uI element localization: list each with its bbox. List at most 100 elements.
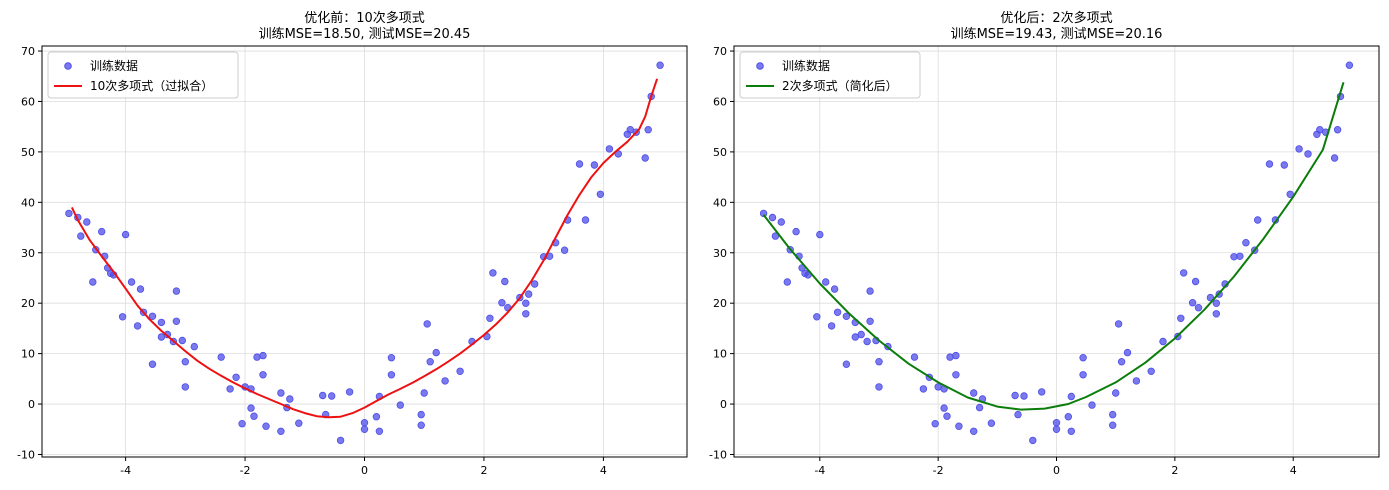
y-tick-label: 20	[21, 297, 35, 310]
data-point	[1108, 410, 1117, 419]
data-point	[1052, 419, 1061, 427]
y-tick-label: 30	[21, 247, 35, 260]
data-point	[1345, 61, 1354, 69]
x-tick-label: -4	[120, 464, 131, 477]
data-point	[863, 337, 871, 346]
x-tick-label: -4	[814, 464, 825, 477]
data-point	[157, 318, 166, 327]
data-point	[768, 213, 777, 222]
data-point	[1014, 410, 1022, 419]
x-tick-label: 2	[480, 464, 487, 477]
data-point	[259, 371, 267, 379]
y-tick-label: 30	[713, 247, 727, 260]
series-training-data	[65, 61, 664, 445]
series-fit-line	[70, 78, 659, 419]
data-point	[65, 209, 73, 218]
data-point	[866, 317, 874, 325]
y-tick-label: 70	[21, 45, 35, 58]
data-point	[1079, 371, 1087, 379]
data-point	[89, 278, 97, 286]
data-point	[118, 313, 127, 321]
data-point	[875, 358, 883, 366]
data-point	[181, 383, 189, 391]
x-tick-label: 0	[361, 464, 368, 477]
data-point	[1067, 427, 1075, 435]
data-point	[975, 403, 984, 412]
data-point	[875, 383, 883, 391]
chart-title: 优化前：10次多项式	[304, 10, 425, 26]
data-point	[172, 287, 181, 295]
data-point	[596, 190, 605, 198]
data-point	[1117, 358, 1126, 366]
data-point	[1191, 277, 1200, 286]
data-point	[522, 299, 530, 307]
data-point	[857, 330, 865, 339]
data-point	[486, 314, 494, 322]
data-point	[641, 154, 649, 162]
data-point	[501, 277, 509, 286]
data-point	[605, 145, 614, 153]
legend-label: 2次多项式（简化后）	[782, 79, 898, 93]
data-point	[360, 425, 369, 433]
data-point	[181, 358, 189, 366]
data-point	[1280, 161, 1288, 169]
data-point	[656, 61, 664, 69]
data-point	[970, 427, 978, 435]
y-tick-label: 20	[713, 297, 727, 310]
data-point	[387, 354, 396, 362]
y-tick-label: 40	[713, 196, 727, 209]
data-point	[919, 385, 928, 393]
legend-box	[47, 51, 239, 99]
data-point	[259, 351, 267, 360]
data-point	[1304, 150, 1312, 158]
data-point	[136, 285, 145, 293]
data-point	[759, 209, 768, 218]
x-tick-label: 0	[1053, 464, 1060, 477]
data-point	[1236, 252, 1244, 260]
grid	[734, 46, 1379, 457]
x-tick-label: 2	[1171, 464, 1178, 477]
axes: -4 -2 0 2 4 -10 0 10 20 30 40 50 60 70	[709, 45, 1297, 477]
data-point	[1212, 299, 1220, 307]
data-point	[842, 360, 851, 368]
data-point	[1011, 391, 1019, 400]
data-point	[441, 377, 449, 385]
data-point	[813, 313, 821, 321]
data-point	[253, 353, 261, 361]
y-tick-label: -10	[709, 448, 727, 461]
grid	[42, 46, 687, 457]
data-point	[644, 125, 652, 134]
data-point	[940, 404, 948, 412]
data-point	[792, 227, 800, 236]
y-tick-label: 60	[713, 95, 727, 108]
data-point	[423, 320, 431, 328]
data-point	[1123, 348, 1132, 357]
data-point	[456, 367, 464, 375]
data-point	[1067, 392, 1075, 401]
y-tick-label: 0	[720, 398, 727, 411]
data-point	[489, 269, 497, 277]
data-point	[1132, 377, 1141, 385]
data-point	[372, 413, 381, 421]
series-fit-line	[762, 82, 1345, 411]
data-point	[247, 404, 255, 412]
data-point	[1064, 413, 1072, 421]
data-point	[1212, 310, 1220, 318]
data-point	[1079, 354, 1087, 362]
data-point	[77, 232, 85, 240]
fit-curve	[70, 78, 659, 419]
data-point	[970, 389, 978, 397]
fit-curve	[762, 82, 1345, 411]
data-point	[498, 299, 506, 307]
data-point	[148, 360, 157, 368]
y-tick-label: 60	[21, 95, 35, 108]
legend: 训练数据 10次多项式（过拟合）	[47, 51, 239, 99]
data-point	[319, 391, 327, 400]
data-point	[1188, 299, 1197, 307]
data-point	[1029, 436, 1037, 445]
data-point	[943, 412, 951, 420]
data-point	[277, 389, 285, 397]
data-point	[1295, 145, 1303, 153]
data-point	[827, 322, 836, 330]
